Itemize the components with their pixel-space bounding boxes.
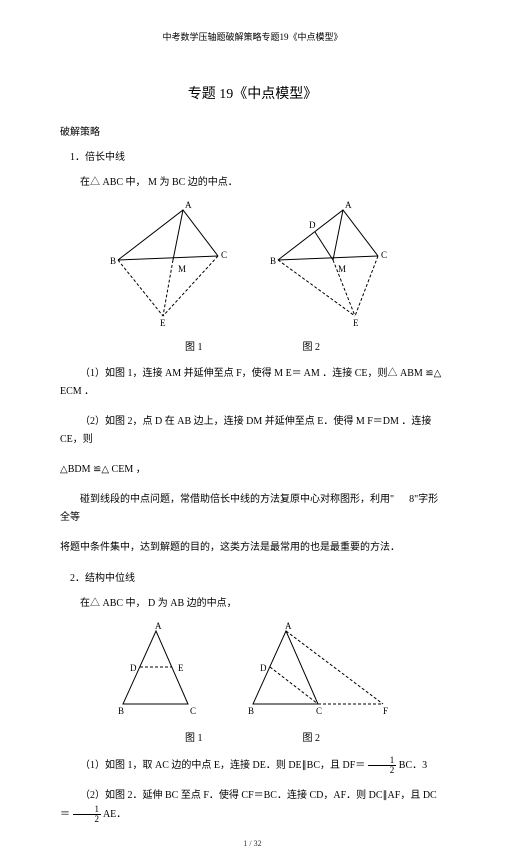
page-header: 中考数学压轴题破解策略专题19《中点模型》 <box>60 30 445 43</box>
fig4-label: 图 2 <box>303 729 321 744</box>
figure-labels-1: 图 1 图 2 <box>60 338 445 353</box>
svg-text:D: D <box>130 663 137 673</box>
svg-text:A: A <box>185 200 192 210</box>
fig2-label: 图 2 <box>303 338 321 353</box>
svg-text:C: C <box>190 706 196 716</box>
figure-3: A B C D E <box>108 619 218 719</box>
svg-text:D: D <box>260 663 267 673</box>
svg-text:M: M <box>178 264 186 274</box>
fig1-label: 图 1 <box>185 338 203 353</box>
svg-text:B: B <box>270 256 276 266</box>
para-3a: 碰到线段的中点问题，常借助倍长中线的方法复原中心对称图形，利用" <box>80 494 394 505</box>
figure-labels-2: 图 1 图 2 <box>60 729 445 744</box>
figure-4: A B C F D <box>238 619 398 719</box>
para-1: （1）如图 1，连接 AM 并延伸至点 F，使得 M E＝ AM ．连接 CE，… <box>60 365 445 401</box>
figure-row-2: A B C D E A B C F D <box>60 619 445 719</box>
figure-row-1: A B C M E A B C M D E <box>60 198 445 328</box>
svg-text:F: F <box>383 706 388 716</box>
svg-text:C: C <box>381 250 387 260</box>
para-3: 碰到线段的中点问题，常借助倍长中线的方法复原中心对称图形，利用" 8"字形全等 <box>60 491 445 527</box>
sub1-heading: 1．倍长中线 <box>60 148 445 163</box>
para-4: （1）如图 1，取 AC 边的中点 E，连接 DE．则 DE∥BC，且 DF＝ … <box>60 756 445 775</box>
svg-text:C: C <box>221 250 227 260</box>
para-4b: BC．3 <box>399 760 427 771</box>
svg-text:M: M <box>338 264 346 274</box>
para-2: （2）如图 2，点 D 在 AB 边上，连接 DM 并延伸至点 E．使得 M F… <box>60 413 445 449</box>
figure-2: A B C M D E <box>263 198 403 328</box>
svg-text:E: E <box>178 663 184 673</box>
svg-text:D: D <box>309 220 316 230</box>
page-footer: 1 / 32 <box>60 839 445 848</box>
svg-text:A: A <box>155 621 162 631</box>
svg-text:E: E <box>160 318 166 328</box>
svg-text:B: B <box>248 706 254 716</box>
strategy-heading: 破解策略 <box>60 123 445 138</box>
svg-text:C: C <box>316 706 322 716</box>
para-2b: △BDM ≌△ CEM ， <box>60 461 445 479</box>
para-4a: （1）如图 1，取 AC 边的中点 E，连接 DE．则 DE∥BC，且 DF＝ <box>80 760 365 771</box>
figure-1: A B C M E <box>103 198 243 328</box>
svg-text:B: B <box>110 256 116 266</box>
svg-text:A: A <box>285 621 292 631</box>
sub1-desc: 在△ ABC 中， M 为 BC 边的中点． <box>60 173 445 188</box>
fraction-1: 12 <box>368 756 397 775</box>
para-3c: 将题中条件集中，达到解题的目的，这类方法是最常用的也是最重要的方法． <box>60 539 445 557</box>
sub2-desc: 在△ ABC 中， D 为 AB 边的中点， <box>60 594 445 609</box>
sub2-heading: 2．结构中位线 <box>60 569 445 584</box>
svg-text:B: B <box>118 706 124 716</box>
fraction-2: 12 <box>73 805 102 824</box>
svg-text:E: E <box>353 318 359 328</box>
fig3-label: 图 1 <box>185 729 203 744</box>
svg-text:A: A <box>345 200 352 210</box>
para-5b: AE． <box>103 809 126 820</box>
para-5: （2）如图 2．延伸 BC 至点 F．使得 CF＝BC．连接 CD，AF．则 D… <box>60 787 445 824</box>
doc-title: 专题 19《中点模型》 <box>60 83 445 103</box>
